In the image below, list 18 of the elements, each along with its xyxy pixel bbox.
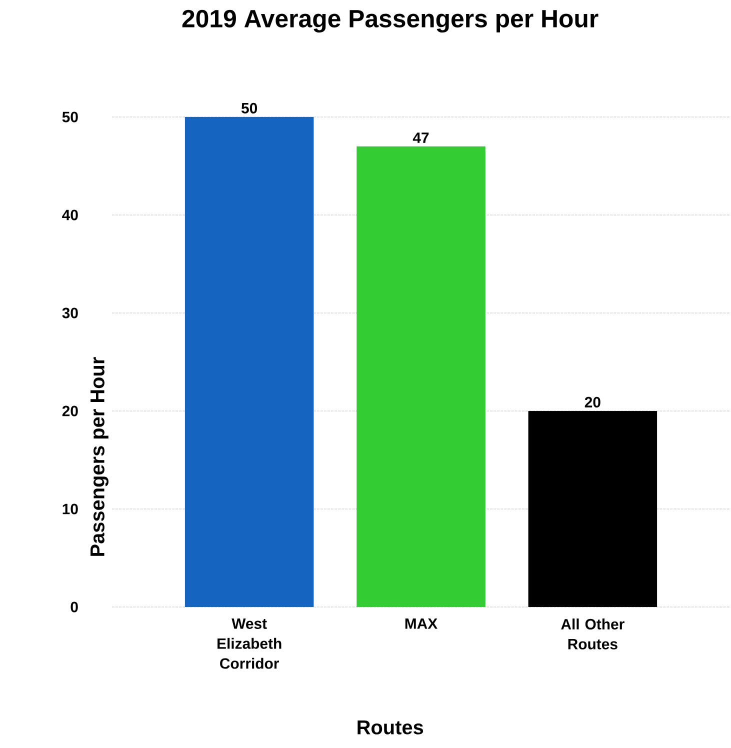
- y-tick-label: 0: [70, 602, 78, 612]
- bar: [356, 146, 486, 607]
- y-tick-label: 20: [62, 406, 78, 416]
- bar: [184, 116, 314, 607]
- y-tick-label: 10: [62, 504, 78, 514]
- y-tick-label: 50: [62, 112, 78, 122]
- bar: [528, 410, 658, 607]
- y-tick-label: 30: [62, 308, 78, 318]
- chart-title: 2019 Average Passengers per Hour: [182, 10, 598, 32]
- x-axis-title: Routes: [358, 720, 424, 734]
- data-label: 50: [241, 102, 258, 114]
- y-axis-title: Passengers per Hour: [90, 357, 108, 556]
- x-tick-label: West Elizabeth Corridor: [218, 618, 282, 669]
- data-label: 47: [412, 132, 429, 143]
- y-tick-label: 40: [62, 210, 78, 220]
- data-label: 20: [584, 396, 600, 408]
- x-tick-label: MAX: [405, 618, 438, 629]
- x-tick-label: All Other Routes: [561, 618, 624, 650]
